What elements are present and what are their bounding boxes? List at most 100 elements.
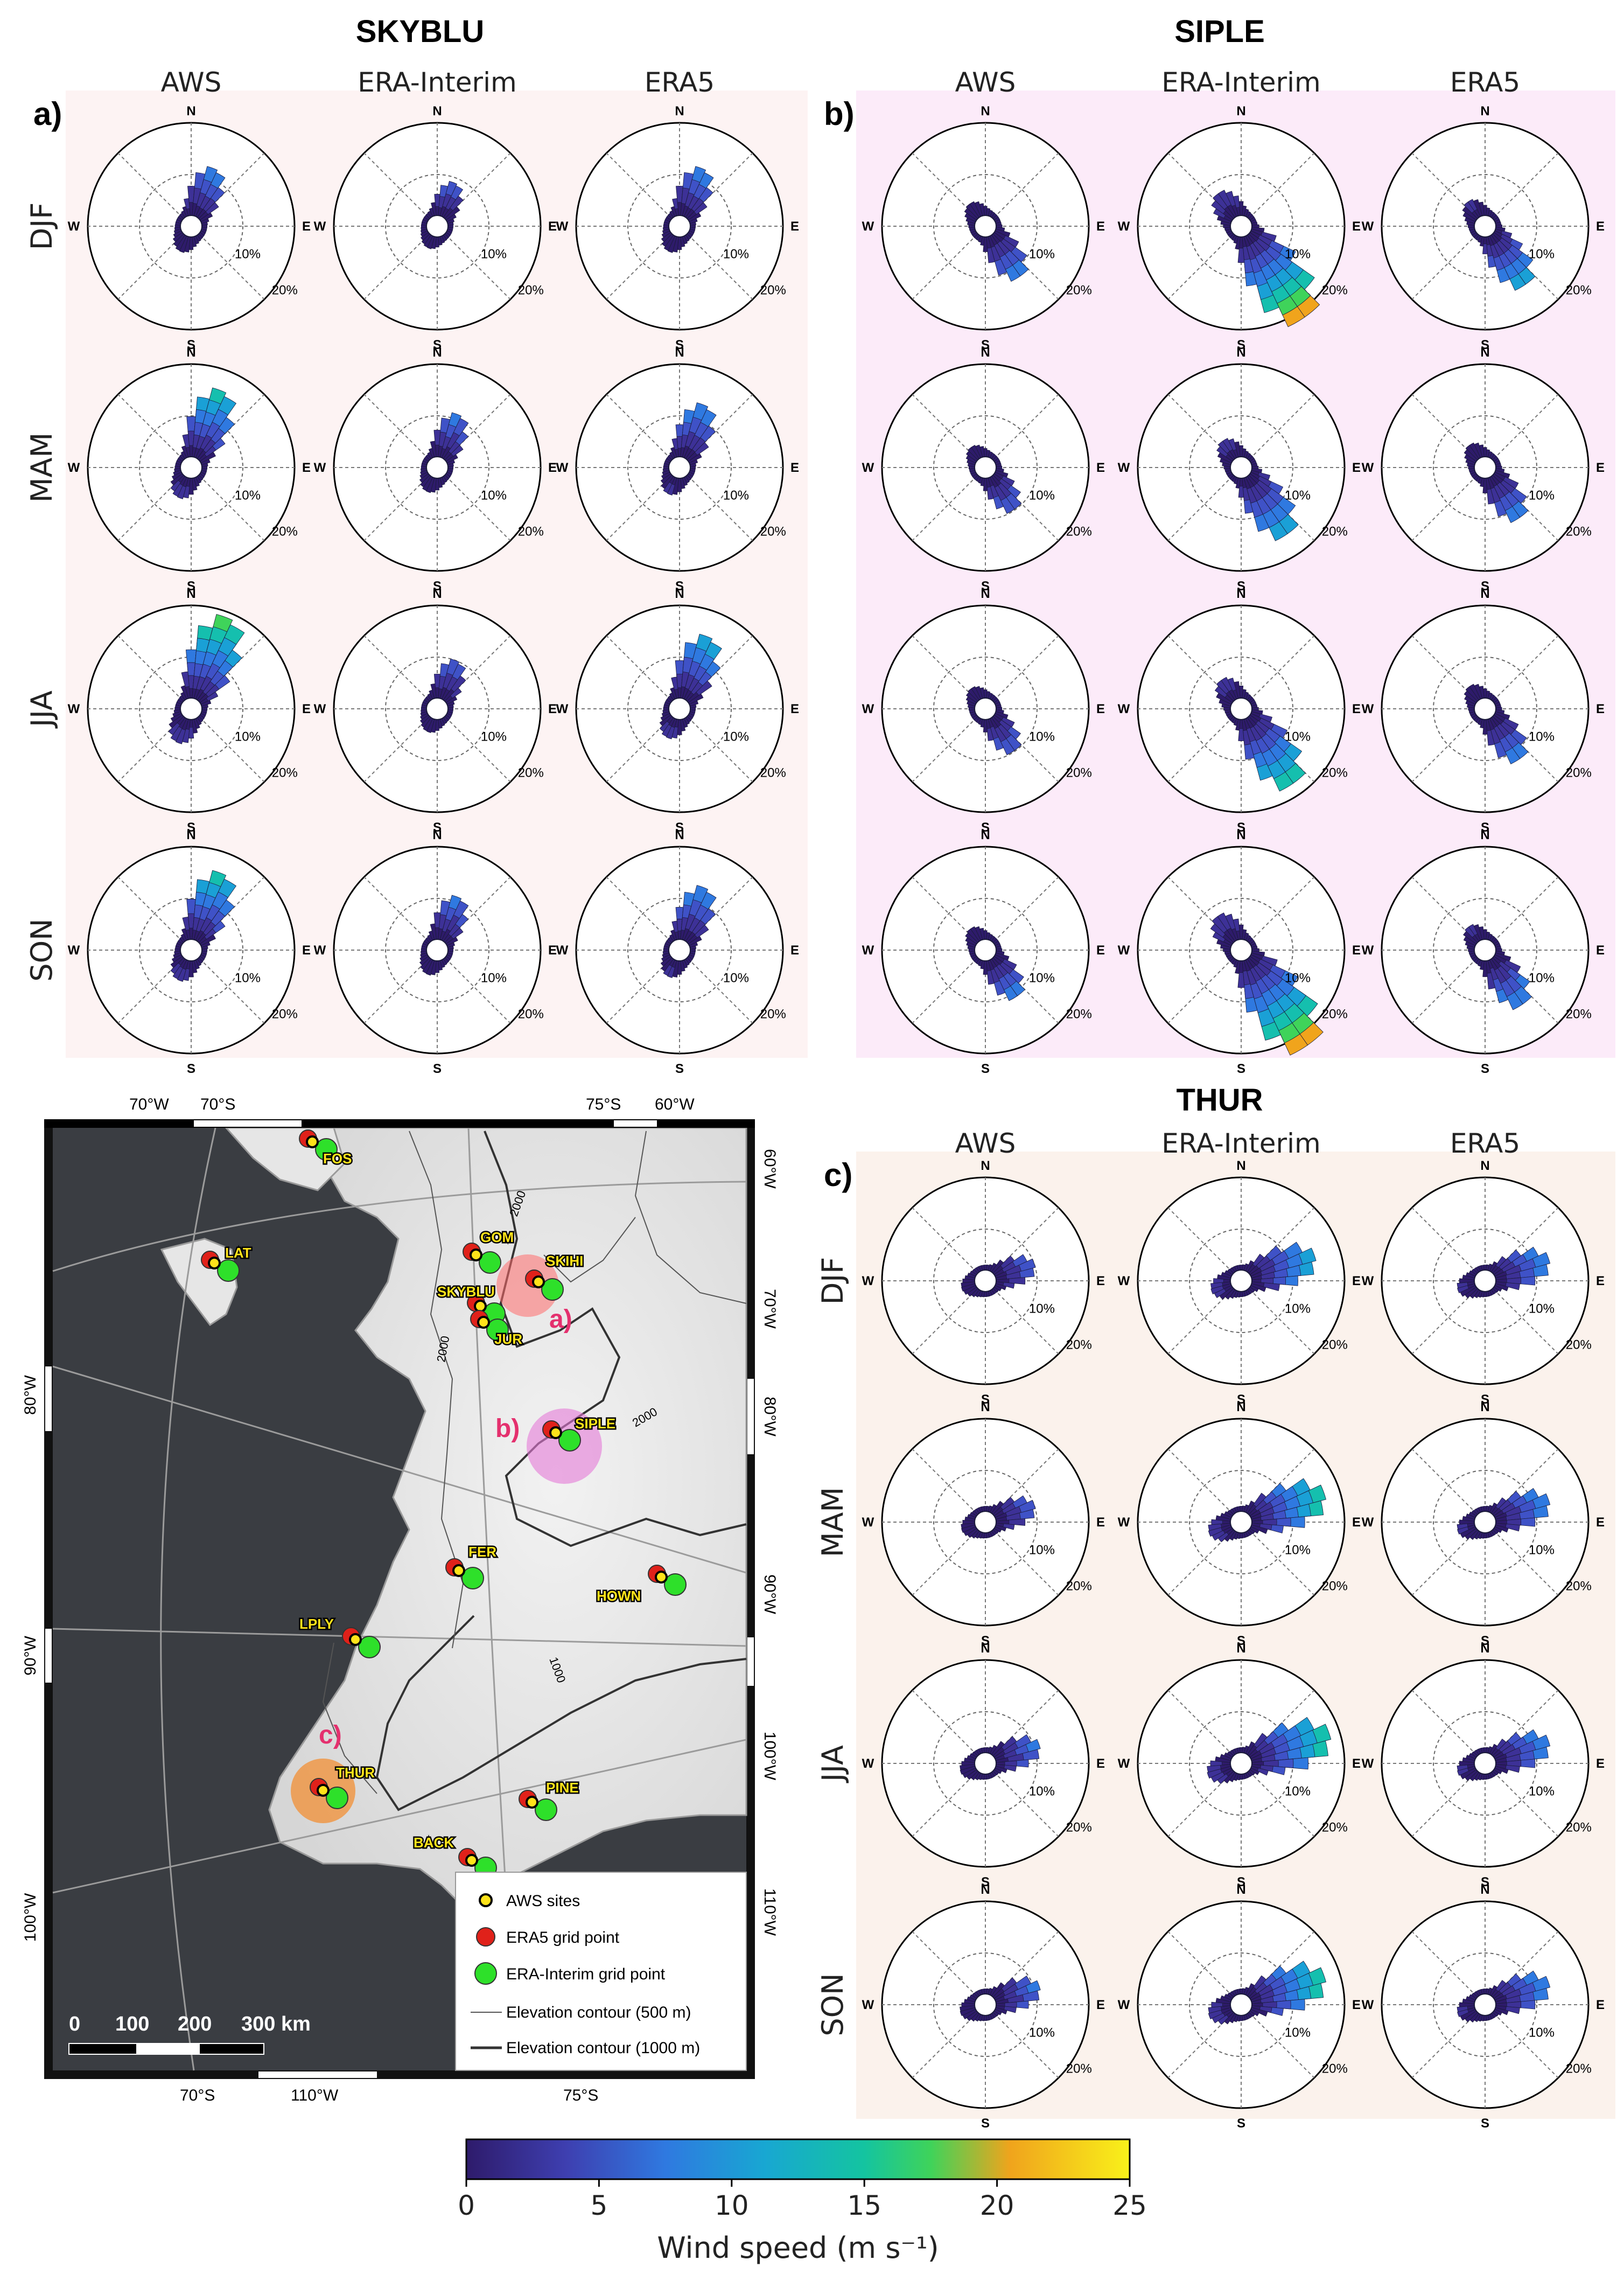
- map-erai-point: [479, 1251, 501, 1274]
- scalebar-segment: [199, 2043, 264, 2055]
- legend-era5-marker: [476, 1927, 495, 1947]
- direction-label: N: [981, 1882, 990, 1897]
- wind-rose: N S W E 10% 20%: [1118, 104, 1361, 352]
- rose-axis: [1411, 2004, 1486, 2078]
- season-label: SON: [25, 918, 59, 981]
- column-header: ERA-Interim: [358, 67, 516, 98]
- map-aws-site: [317, 1784, 330, 1797]
- panel-a-label: a): [33, 96, 62, 132]
- colorbar: 0 5 10 15 20 25 Wind speed (m s⁻¹): [458, 2138, 1147, 2265]
- rose-center: [1230, 1269, 1252, 1292]
- map-left-label: 90°W: [22, 1635, 39, 1675]
- map-site-label: JUR: [494, 1331, 522, 1347]
- column-header: ERA-Interim: [1161, 67, 1320, 98]
- rose-axis: [1485, 876, 1559, 951]
- direction-label: N: [675, 587, 684, 601]
- rose-axis: [191, 708, 265, 783]
- rose-axis: [606, 950, 680, 1024]
- rose-bar: [1482, 950, 1488, 977]
- column-header: AWS: [955, 67, 1016, 98]
- rose-ring: [627, 174, 732, 278]
- wind-rose: N S W E 10% 20%: [1362, 345, 1605, 594]
- direction-label: N: [981, 345, 990, 360]
- direction-label: N: [675, 828, 684, 842]
- map-erai-point: [535, 1798, 557, 1821]
- rose-axis: [1411, 1448, 1486, 1523]
- rose-axis: [985, 876, 1059, 951]
- wind-rose: N S W E 10% 20%: [68, 587, 311, 835]
- direction-label: E: [548, 702, 557, 716]
- rose-ring: [933, 1711, 1038, 1816]
- rose-bar: [1459, 2002, 1486, 2007]
- map-top-label: 60°W: [655, 1096, 695, 1113]
- direction-label: E: [1596, 461, 1605, 475]
- column-header: AWS: [955, 1128, 1016, 1159]
- map-frame-left-white: [45, 1629, 52, 1683]
- wind-rose: N S W E 10% 20%: [1362, 1882, 1605, 2131]
- rose-center: [1230, 1993, 1252, 2016]
- direction-label: E: [1096, 1998, 1105, 2012]
- rose-axis: [985, 1522, 1059, 1596]
- direction-label: N: [981, 1641, 990, 1656]
- map-site-label: THUR: [336, 1764, 375, 1781]
- direction-label: S: [187, 820, 195, 835]
- rose-axis: [912, 1280, 986, 1355]
- rose-axis: [1411, 226, 1486, 300]
- direction-label: N: [432, 104, 442, 118]
- season-label: MAM: [25, 433, 59, 503]
- rose-axis: [191, 635, 265, 709]
- rose-axis: [912, 1207, 986, 1281]
- rose-axis: [985, 1280, 1059, 1355]
- direction-label: E: [1096, 1756, 1105, 1771]
- map-left-label: 80°W: [22, 1375, 39, 1414]
- rose-center: [974, 1993, 997, 2016]
- ring-label: 20%: [1322, 1579, 1348, 1594]
- rose-ring: [1433, 415, 1537, 520]
- column-header: ERA-Interim: [1161, 1128, 1320, 1159]
- rose-center: [668, 939, 691, 961]
- direction-label: E: [1596, 1998, 1605, 2012]
- rose-ring: [1189, 415, 1293, 520]
- legend-erai-marker: [474, 1962, 497, 1985]
- direction-label: S: [1237, 338, 1245, 352]
- direction-label: W: [68, 461, 80, 475]
- map-legend: AWS sites ERA5 grid point ERA-Interim gr…: [455, 1872, 747, 2071]
- rose-center: [180, 939, 202, 961]
- direction-label: N: [675, 104, 684, 118]
- rose-axis: [679, 635, 753, 709]
- rose-axis: [1485, 394, 1559, 468]
- legend-erai-label: ERA-Interim grid point: [506, 1965, 666, 1983]
- rose-ring: [1433, 174, 1537, 278]
- rose-center: [1230, 215, 1252, 238]
- direction-label: W: [1362, 943, 1374, 958]
- rose-axis: [1241, 1522, 1315, 1596]
- rose-ring: [933, 1470, 1038, 1574]
- rose-axis: [985, 1448, 1059, 1523]
- rose-axis: [1485, 1448, 1559, 1523]
- direction-label: S: [981, 338, 990, 352]
- rose-axis: [985, 708, 1059, 783]
- ring-label: 20%: [518, 766, 544, 780]
- direction-label: E: [1596, 219, 1605, 234]
- rose-center: [974, 1269, 997, 1292]
- map-left-label: 100°W: [22, 1893, 39, 1942]
- rose-ring: [933, 415, 1038, 520]
- direction-label: E: [1096, 702, 1105, 716]
- direction-label: N: [1480, 587, 1489, 601]
- ring-label: 20%: [1322, 1338, 1348, 1352]
- ring-label: 10%: [723, 971, 749, 986]
- panel-c-title: THUR: [1176, 1083, 1263, 1118]
- rose-axis: [1241, 1690, 1315, 1764]
- rose-axis: [1411, 950, 1486, 1024]
- column-header: AWS: [161, 67, 222, 98]
- direction-label: W: [314, 461, 326, 475]
- direction-label: S: [1481, 1875, 1489, 1889]
- rose-center: [1474, 1269, 1496, 1292]
- direction-label: N: [1480, 1159, 1489, 1173]
- rose-axis: [1167, 226, 1242, 300]
- map-bottom-label: 75°S: [563, 2087, 598, 2104]
- rose-axis: [606, 635, 680, 709]
- rose-axis: [606, 152, 680, 227]
- ring-label: 10%: [1029, 247, 1055, 262]
- panel-c-label: c): [824, 1157, 852, 1193]
